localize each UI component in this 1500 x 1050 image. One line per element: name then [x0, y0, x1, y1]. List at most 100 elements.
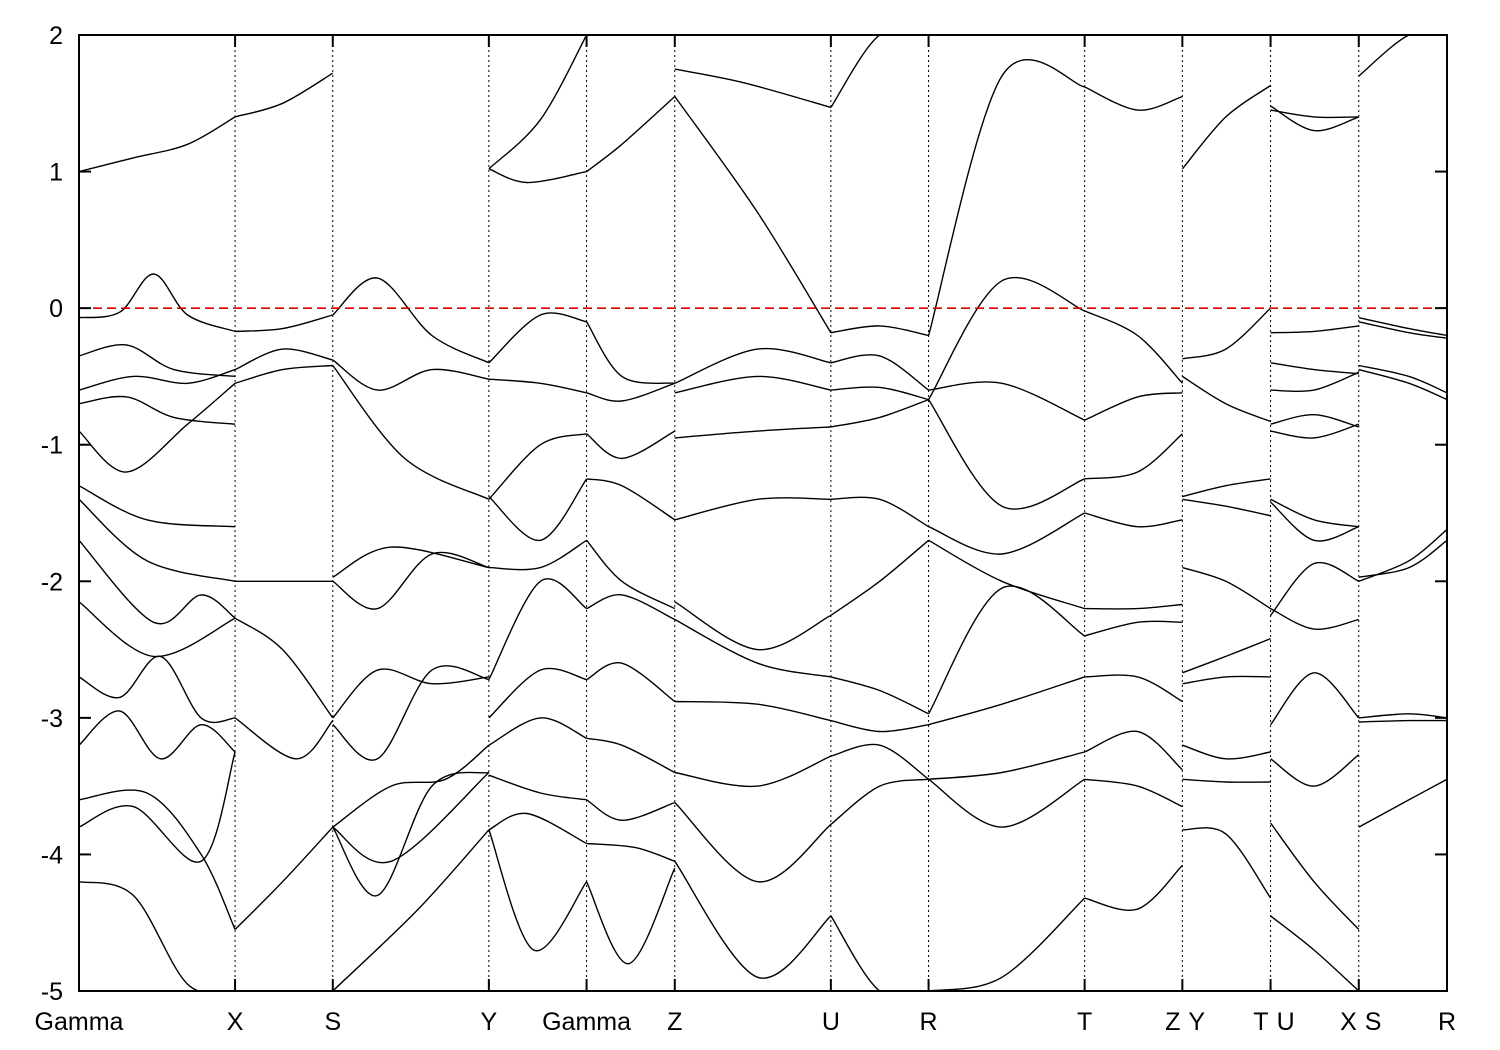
band-curve — [586, 594, 676, 621]
band-curve — [1182, 307, 1272, 360]
band-curve — [1084, 730, 1183, 771]
band-curve — [1270, 423, 1360, 439]
band-curve — [488, 717, 587, 746]
band-curve — [332, 277, 490, 364]
band-curve — [332, 829, 490, 991]
y-tick-label: -2 — [41, 568, 63, 596]
k-point-labels: Gamma X S Y Gamma Z U R T Z Y T U X S R — [35, 1008, 1456, 1036]
band-curve — [1270, 915, 1360, 991]
band-curve — [830, 398, 929, 428]
band-curve — [586, 842, 676, 862]
band-curve — [1270, 325, 1359, 334]
y-tick-label: -1 — [41, 432, 63, 460]
band-curve — [1182, 827, 1272, 899]
k-point-label: Z — [667, 1008, 682, 1036]
band-curve — [830, 719, 929, 733]
band-curve — [234, 348, 333, 371]
band-curve — [586, 321, 675, 385]
band-curve — [1358, 713, 1447, 719]
band-curve — [586, 382, 676, 402]
k-point-label: R — [1438, 1008, 1456, 1036]
band-curve — [1182, 498, 1271, 517]
band-curve — [1084, 864, 1183, 911]
band-curve — [674, 601, 832, 651]
band-curve — [1270, 362, 1359, 375]
band-curve — [928, 676, 1085, 726]
band-curve — [332, 668, 489, 719]
band-curve — [1084, 674, 1183, 703]
band-curve — [79, 498, 236, 582]
band-curve — [674, 68, 832, 109]
band-curve — [1358, 35, 1447, 77]
y-tick-label: -5 — [41, 978, 63, 1006]
band-curve — [674, 375, 832, 394]
band-curve — [1084, 620, 1183, 637]
band-curve — [586, 430, 676, 460]
k-point-label: Gamma — [35, 1008, 124, 1036]
band-curve — [488, 667, 587, 719]
band-curve — [332, 359, 490, 391]
band-curve — [332, 771, 490, 897]
band-curve — [1084, 512, 1183, 528]
band-curve — [830, 539, 930, 616]
y-tick-label: -4 — [41, 841, 63, 869]
band-curve — [332, 546, 490, 578]
band-curve — [674, 347, 832, 384]
band-curve — [674, 860, 832, 979]
band-curve — [1182, 675, 1271, 685]
band-curve — [488, 433, 587, 500]
band-curve — [586, 737, 676, 774]
band-curve — [234, 364, 333, 384]
y-axis-ticks: 2 1 0 -1 -2 -3 -4 -5 — [41, 22, 1447, 1006]
k-point-label: S — [1365, 1008, 1382, 1036]
band-curve — [1182, 375, 1271, 423]
k-point-label: Y — [1188, 1008, 1205, 1036]
band-curve — [1270, 498, 1359, 528]
k-point-label: R — [920, 1008, 938, 1036]
band-curve — [488, 539, 587, 571]
y-tick-label: 2 — [49, 22, 63, 50]
band-curve — [928, 276, 1085, 400]
k-point-label: X — [227, 1008, 244, 1036]
band-curve — [1182, 478, 1271, 498]
band-curve — [1084, 778, 1183, 808]
band-curve — [1358, 539, 1447, 578]
band-curve — [488, 774, 587, 801]
band-curve — [1270, 501, 1360, 542]
band-curve — [1270, 105, 1360, 132]
band-curve — [1181, 84, 1272, 170]
band-curve — [1084, 433, 1183, 480]
band-curve — [234, 72, 334, 118]
band-curve — [1358, 719, 1447, 723]
band-curve — [79, 395, 236, 425]
band-curve — [928, 381, 1085, 421]
k-point-label: U — [822, 1008, 840, 1036]
band-curve — [928, 399, 1085, 510]
band-curve — [79, 382, 236, 473]
band-curve — [79, 344, 236, 378]
band-curve — [1270, 371, 1360, 393]
band-curve — [488, 378, 587, 394]
band-curve — [830, 35, 929, 108]
band-curve — [79, 273, 236, 333]
band-curve — [1182, 778, 1271, 783]
band-curve — [332, 551, 490, 610]
band-curve — [1084, 392, 1183, 421]
band-curve — [586, 799, 676, 822]
band-curve — [830, 496, 929, 528]
band-curve — [234, 617, 334, 719]
band-curve — [674, 618, 832, 678]
band-curve — [488, 812, 587, 845]
band-curve — [1182, 637, 1271, 674]
band-curve — [332, 744, 490, 828]
band-curve — [674, 700, 832, 722]
band-curve — [79, 485, 236, 528]
k-point-label: T — [1077, 1008, 1092, 1036]
k-point-label: X — [1340, 1008, 1357, 1036]
band-curve — [79, 881, 236, 991]
band-curve — [674, 755, 832, 788]
plot-frame — [78, 34, 1448, 992]
band-curve — [674, 497, 831, 521]
band-curve — [927, 59, 1085, 336]
